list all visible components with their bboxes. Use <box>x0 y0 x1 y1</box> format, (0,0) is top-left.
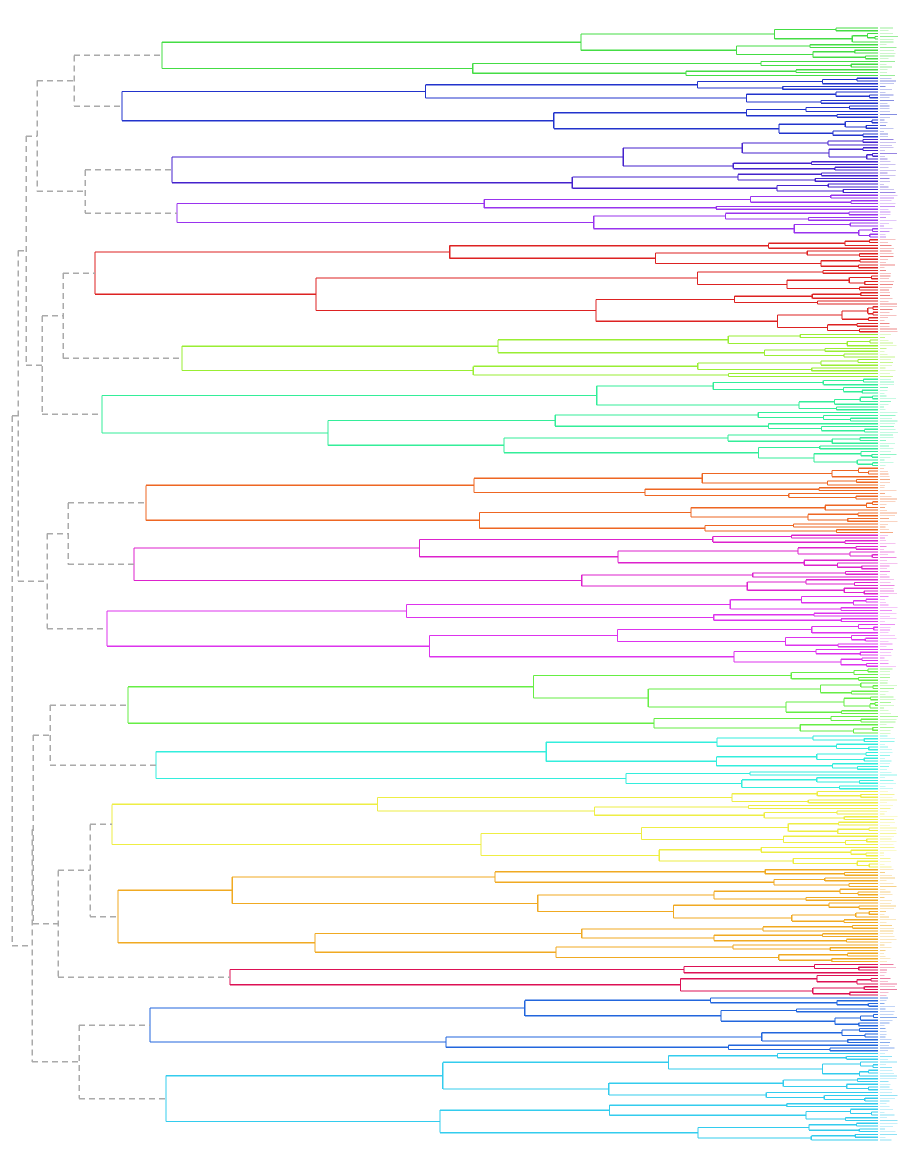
cluster-3 <box>171 138 878 193</box>
cluster-10 <box>106 595 878 667</box>
cluster-12 <box>155 735 878 790</box>
cluster-13 <box>111 790 878 868</box>
cluster-9 <box>133 534 878 595</box>
cluster-5 <box>94 239 878 333</box>
cluster-11 <box>127 668 878 734</box>
cluster-4 <box>176 194 878 238</box>
cluster-8 <box>145 467 878 534</box>
cluster-6 <box>181 334 878 377</box>
cluster-14 <box>117 869 878 963</box>
cluster-15 <box>229 963 878 996</box>
cluster-16 <box>149 997 878 1052</box>
cluster-branches <box>94 27 878 1141</box>
cluster-7 <box>101 378 878 467</box>
backbone-branches <box>11 54 230 1100</box>
cluster-17 <box>165 1052 878 1141</box>
cluster-2 <box>121 77 878 138</box>
cluster-1 <box>161 27 878 77</box>
leaf-labels <box>880 27 898 1141</box>
